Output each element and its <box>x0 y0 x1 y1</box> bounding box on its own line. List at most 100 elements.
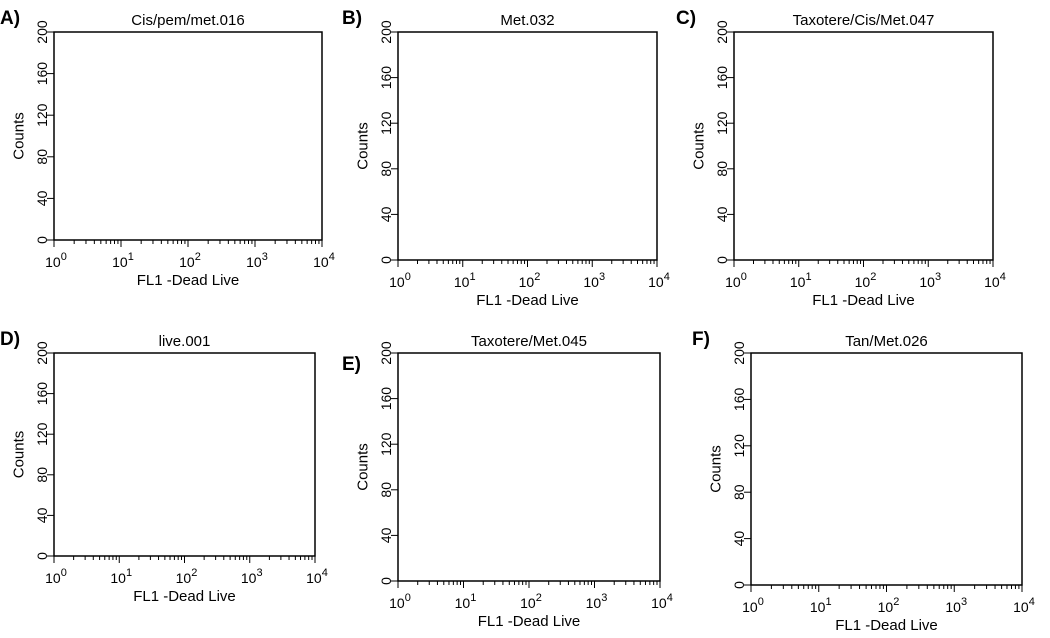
y-tick-label: 80 <box>34 149 50 165</box>
x-tick-label: 101 <box>790 271 812 290</box>
y-tick-label: 40 <box>378 206 394 222</box>
y-tick-label: 80 <box>34 467 50 483</box>
x-tick-label: 104 <box>1013 596 1035 615</box>
y-tick-label: 200 <box>714 20 730 44</box>
panel-title: Met.032 <box>500 12 554 29</box>
panel-title: Taxotere/Met.045 <box>471 333 587 350</box>
x-axis-label: FL1 -Dead Live <box>812 292 915 309</box>
x-tick-label: 104 <box>313 251 335 270</box>
x-tick-label: 104 <box>648 271 670 290</box>
panel-letter: D) <box>0 329 20 350</box>
y-axis-label: Counts <box>11 112 28 160</box>
plot-frame <box>750 352 1023 586</box>
y-tick-label: 0 <box>731 581 747 589</box>
y-tick-label: 200 <box>34 20 50 44</box>
x-axis-label: FL1 -Dead Live <box>133 588 236 605</box>
x-tick-label: 102 <box>855 271 877 290</box>
y-tick-label: 160 <box>34 382 50 406</box>
y-tick-label: 120 <box>34 103 50 127</box>
x-axis-label: FL1 -Dead Live <box>137 272 240 289</box>
y-tick-label: 200 <box>378 341 394 365</box>
x-tick-label: 100 <box>45 251 67 270</box>
plot-frame <box>397 352 661 582</box>
panel-title: Cis/pem/met.016 <box>131 12 244 29</box>
y-axis-label: Counts <box>708 445 725 493</box>
y-axis-label: Counts <box>355 443 372 491</box>
y-tick-label: 40 <box>714 206 730 222</box>
x-tick-label: 100 <box>725 271 747 290</box>
panel-letter: A) <box>0 8 20 29</box>
y-tick-label: 40 <box>34 507 50 523</box>
x-tick-label: 104 <box>984 271 1006 290</box>
histogram-panel-4: D) live.001 0 40 80 120 160 200 Counts 100 101 102 1… <box>0 329 328 605</box>
x-tick-label: 101 <box>112 251 134 270</box>
x-tick-label: 100 <box>389 271 411 290</box>
histogram-panel-2: B) Met.032 0 40 80 120 160 200 Counts 100 101 102 10… <box>342 8 670 309</box>
plot-frame <box>397 31 658 261</box>
y-tick-label: 160 <box>714 66 730 90</box>
x-tick-label: 103 <box>583 271 605 290</box>
x-tick-label: 102 <box>519 271 541 290</box>
y-axis-label: Counts <box>11 431 28 479</box>
panel-letter: C) <box>676 8 696 29</box>
y-tick-label: 120 <box>714 111 730 135</box>
plot-frame <box>53 31 323 241</box>
panel-title: live.001 <box>159 333 211 350</box>
y-tick-label: 160 <box>378 387 394 411</box>
y-tick-label: 80 <box>731 484 747 500</box>
x-tick-label: 103 <box>919 271 941 290</box>
x-tick-label: 103 <box>246 251 268 270</box>
y-tick-label: 120 <box>378 432 394 456</box>
histogram-panel-5: E) Taxotere/Met.045 0 40 80 120 160 200 Counts 10… <box>342 333 673 630</box>
x-tick-label: 103 <box>241 567 263 586</box>
x-tick-label: 100 <box>742 596 764 615</box>
y-tick-label: 40 <box>378 527 394 543</box>
y-tick-label: 200 <box>34 341 50 365</box>
y-tick-label: 0 <box>34 236 50 244</box>
x-axis-label: FL1 -Dead Live <box>476 292 579 309</box>
y-tick-label: 0 <box>378 256 394 264</box>
y-tick-label: 160 <box>34 62 50 86</box>
plot-frame <box>733 31 994 261</box>
panel-letter: B) <box>342 8 362 29</box>
x-tick-label: 101 <box>455 592 477 611</box>
y-tick-label: 80 <box>714 161 730 177</box>
y-tick-label: 0 <box>34 552 50 560</box>
x-tick-label: 101 <box>110 567 132 586</box>
y-tick-label: 40 <box>34 190 50 206</box>
x-tick-label: 101 <box>810 596 832 615</box>
y-tick-label: 120 <box>378 111 394 135</box>
y-tick-label: 160 <box>731 388 747 412</box>
y-tick-label: 160 <box>378 66 394 90</box>
x-tick-label: 102 <box>878 596 900 615</box>
y-tick-label: 80 <box>378 161 394 177</box>
x-axis-label: FL1 -Dead Live <box>835 617 938 634</box>
y-tick-label: 200 <box>378 20 394 44</box>
x-tick-label: 100 <box>45 567 67 586</box>
y-tick-label: 0 <box>714 256 730 264</box>
x-tick-label: 102 <box>176 567 198 586</box>
x-tick-label: 104 <box>306 567 328 586</box>
panel-letter: F) <box>692 329 710 350</box>
y-tick-label: 80 <box>378 482 394 498</box>
y-tick-label: 120 <box>34 422 50 446</box>
panel-letter: E) <box>342 354 361 375</box>
x-tick-label: 104 <box>651 592 673 611</box>
y-axis-label: Counts <box>691 122 708 170</box>
y-tick-label: 0 <box>378 577 394 585</box>
histogram-panel-6: F) Tan/Met.026 0 40 80 120 160 200 Counts 100 101 1… <box>692 329 1035 634</box>
x-tick-label: 103 <box>945 596 967 615</box>
panel-title: Tan/Met.026 <box>845 333 928 350</box>
y-tick-label: 120 <box>731 434 747 458</box>
y-axis-label: Counts <box>355 122 372 170</box>
panel-title: Taxotere/Cis/Met.047 <box>793 12 935 29</box>
x-tick-label: 101 <box>454 271 476 290</box>
histogram-panel-1: A) Cis/pem/met.016 0 40 80 120 160 200 Counts 100… <box>0 8 335 289</box>
y-tick-label: 200 <box>731 341 747 365</box>
histogram-panel-3: C) Taxotere/Cis/Met.047 0 40 80 120 160 200 Coun… <box>676 8 1006 309</box>
x-tick-label: 103 <box>586 592 608 611</box>
plot-frame <box>53 352 316 557</box>
x-tick-label: 100 <box>389 592 411 611</box>
y-tick-label: 40 <box>731 531 747 547</box>
x-tick-label: 102 <box>179 251 201 270</box>
